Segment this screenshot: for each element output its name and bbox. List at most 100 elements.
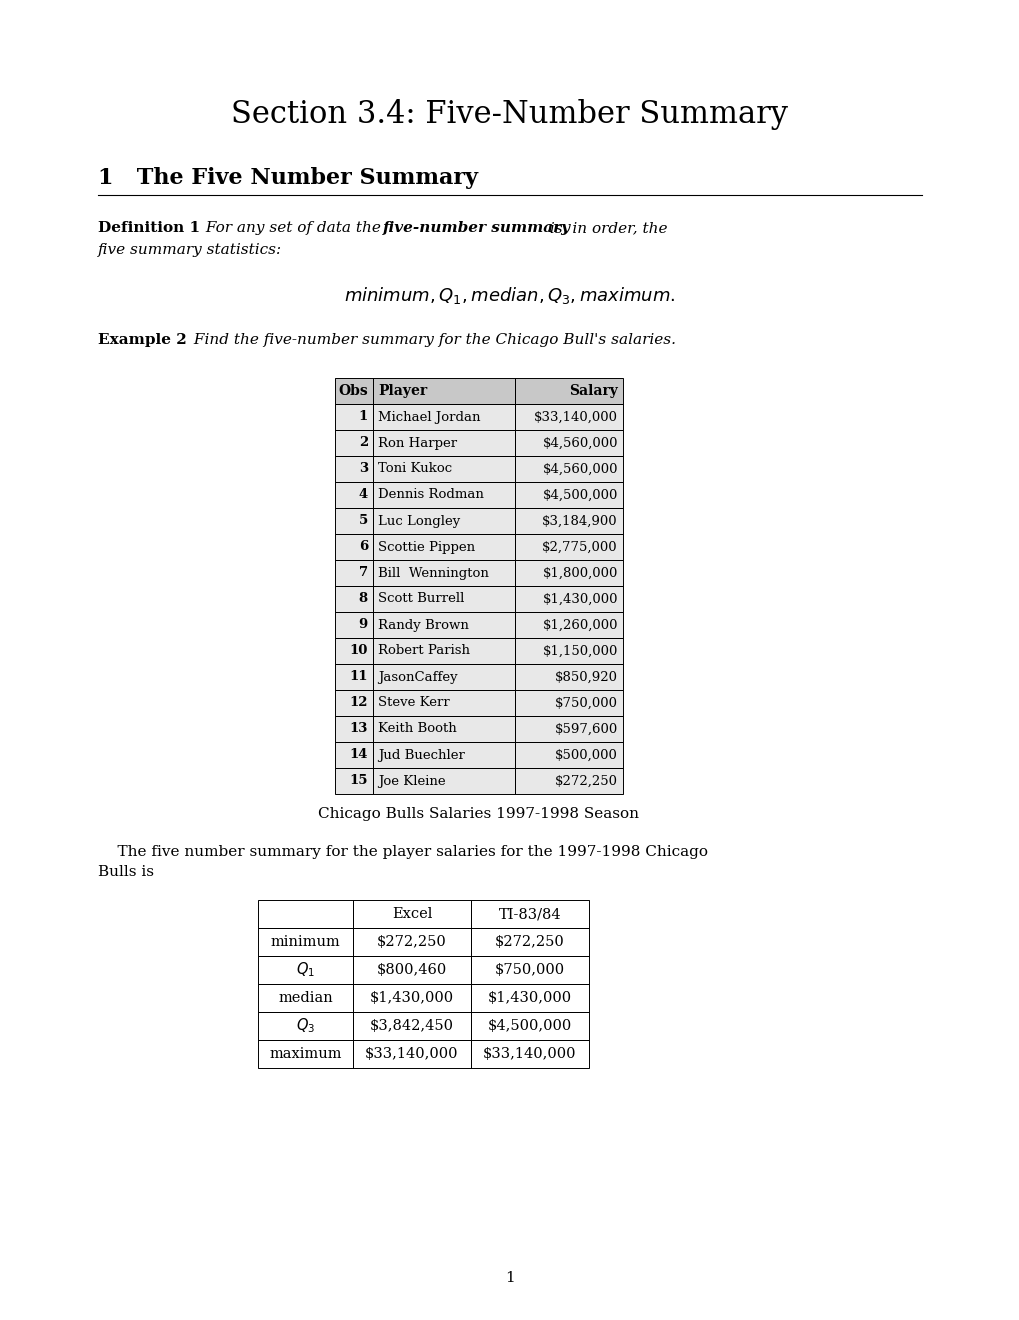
Bar: [515, 508, 623, 535]
Bar: [471, 1012, 588, 1040]
Bar: [373, 715, 515, 742]
Bar: [334, 690, 373, 715]
Bar: [515, 378, 623, 404]
Bar: [515, 378, 623, 404]
Text: Jud Buechler: Jud Buechler: [378, 748, 465, 762]
Bar: [373, 455, 515, 482]
Text: Definition 1: Definition 1: [98, 220, 200, 235]
Bar: [334, 482, 373, 508]
Bar: [258, 928, 353, 956]
Text: 4: 4: [359, 488, 368, 502]
Bar: [515, 455, 623, 482]
Bar: [353, 956, 471, 983]
Bar: [471, 1040, 588, 1068]
Text: Scott Burrell: Scott Burrell: [378, 593, 464, 606]
Text: $800,460: $800,460: [376, 964, 446, 977]
Text: $4,500,000: $4,500,000: [542, 488, 618, 502]
Bar: [373, 586, 515, 612]
Bar: [515, 430, 623, 455]
Bar: [471, 983, 588, 1012]
Bar: [515, 638, 623, 664]
Bar: [471, 928, 588, 956]
Bar: [334, 742, 373, 768]
Bar: [334, 612, 373, 638]
Text: $850,920: $850,920: [554, 671, 618, 684]
Text: $272,250: $272,250: [377, 935, 446, 949]
Bar: [353, 956, 471, 983]
Text: 14: 14: [350, 748, 368, 762]
Text: 1   The Five Number Summary: 1 The Five Number Summary: [98, 168, 478, 189]
Bar: [334, 535, 373, 560]
Bar: [373, 664, 515, 690]
Bar: [334, 430, 373, 455]
Bar: [258, 1012, 353, 1040]
Bar: [515, 482, 623, 508]
Text: 1: 1: [359, 411, 368, 424]
Bar: [334, 560, 373, 586]
Text: $1,150,000: $1,150,000: [542, 644, 618, 657]
Bar: [471, 956, 588, 983]
Bar: [334, 690, 373, 715]
Bar: [334, 715, 373, 742]
Text: JasonCaffey: JasonCaffey: [378, 671, 458, 684]
Bar: [515, 715, 623, 742]
Bar: [334, 455, 373, 482]
Text: 9: 9: [359, 619, 368, 631]
Bar: [373, 742, 515, 768]
Bar: [515, 664, 623, 690]
Text: $33,140,000: $33,140,000: [365, 1047, 459, 1061]
Bar: [353, 900, 471, 928]
Bar: [258, 956, 353, 983]
Bar: [334, 715, 373, 742]
Text: five-number summary: five-number summary: [382, 220, 571, 235]
Bar: [373, 690, 515, 715]
Bar: [353, 1012, 471, 1040]
Text: minimum: minimum: [270, 935, 340, 949]
Bar: [258, 1040, 353, 1068]
Bar: [373, 535, 515, 560]
Bar: [373, 404, 515, 430]
Text: $2,775,000: $2,775,000: [542, 540, 618, 553]
Text: Section 3.4: Five-Number Summary: Section 3.4: Five-Number Summary: [231, 99, 788, 131]
Bar: [515, 690, 623, 715]
Bar: [471, 900, 588, 928]
Text: 12: 12: [350, 697, 368, 710]
Text: Scottie Pippen: Scottie Pippen: [378, 540, 475, 553]
Text: 5: 5: [359, 515, 368, 528]
Bar: [334, 560, 373, 586]
Bar: [334, 455, 373, 482]
Text: Example 2: Example 2: [98, 333, 186, 347]
Bar: [373, 715, 515, 742]
Text: Michael Jordan: Michael Jordan: [378, 411, 480, 424]
Bar: [515, 612, 623, 638]
Bar: [515, 690, 623, 715]
Bar: [515, 612, 623, 638]
Bar: [515, 535, 623, 560]
Bar: [373, 404, 515, 430]
Bar: [373, 638, 515, 664]
Text: five summary statistics:: five summary statistics:: [98, 243, 282, 257]
Text: Bill  Wennington: Bill Wennington: [378, 566, 488, 579]
Bar: [353, 983, 471, 1012]
Text: Find the five-number summary for the Chicago Bull's salaries.: Find the five-number summary for the Chi…: [189, 333, 676, 347]
Bar: [258, 1012, 353, 1040]
Bar: [515, 768, 623, 795]
Text: $500,000: $500,000: [554, 748, 618, 762]
Bar: [515, 560, 623, 586]
Text: For any set of data the: For any set of data the: [201, 220, 385, 235]
Text: $4,560,000: $4,560,000: [542, 462, 618, 475]
Bar: [373, 586, 515, 612]
Text: Bulls is: Bulls is: [98, 865, 154, 879]
Bar: [373, 768, 515, 795]
Text: 2: 2: [359, 437, 368, 450]
Bar: [515, 508, 623, 535]
Text: $3,842,450: $3,842,450: [370, 1019, 453, 1034]
Text: $4,560,000: $4,560,000: [542, 437, 618, 450]
Bar: [353, 900, 471, 928]
Bar: [373, 612, 515, 638]
Text: 6: 6: [359, 540, 368, 553]
Text: Joe Kleine: Joe Kleine: [378, 775, 445, 788]
Bar: [471, 1040, 588, 1068]
Bar: [373, 378, 515, 404]
Text: Salary: Salary: [569, 384, 618, 399]
